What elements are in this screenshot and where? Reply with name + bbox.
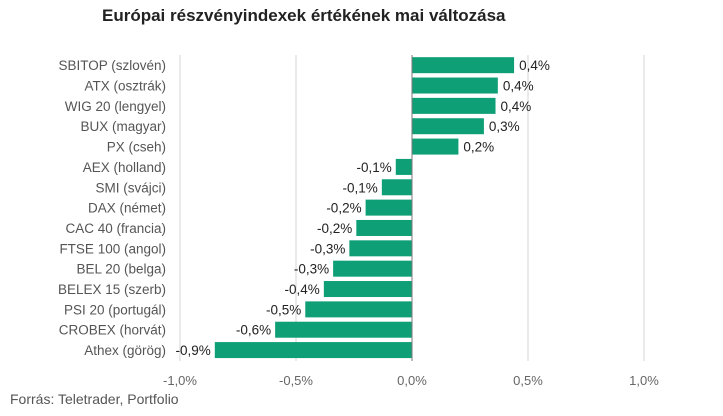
value-label: -0,9% xyxy=(176,343,211,358)
category-label: PSI 20 (portugál) xyxy=(64,302,166,317)
category-label: PX (cseh) xyxy=(107,140,166,155)
bar xyxy=(323,281,412,298)
x-tick-label: -0,5% xyxy=(279,373,313,388)
value-label: -0,3% xyxy=(310,241,345,256)
bar-chart: SBITOP (szlovén) 0,4% ATX (osztrák) 0,4% WIG… xyxy=(58,55,659,388)
source-note: Forrás: Teletrader, Portfolio xyxy=(10,391,179,407)
bar xyxy=(412,77,498,94)
value-label: -0,3% xyxy=(294,262,329,277)
bar xyxy=(305,301,412,318)
x-tick-label: -1,0% xyxy=(163,373,197,388)
value-label: -0,6% xyxy=(236,323,271,338)
category-label: BEL 20 (belga) xyxy=(76,262,166,277)
bar xyxy=(395,158,412,175)
x-tick-label: 0,5% xyxy=(513,373,543,388)
value-label: -0,1% xyxy=(356,160,391,175)
value-label: 0,3% xyxy=(489,119,520,134)
value-label: -0,2% xyxy=(326,201,361,216)
category-label: ATX (osztrák) xyxy=(84,79,166,94)
category-label: WIG 20 (lengyel) xyxy=(65,99,166,114)
category-label: BELEX 15 (szerb) xyxy=(58,282,166,297)
category-label: BUX (magyar) xyxy=(80,119,166,134)
value-label: 0,4% xyxy=(501,99,532,114)
category-label: CROBEX (horvát) xyxy=(59,323,166,338)
bar xyxy=(381,179,412,196)
category-label: AEX (holland) xyxy=(83,160,166,175)
value-label: -0,2% xyxy=(317,221,352,236)
chart-title: Európai részvényindexek értékének mai vá… xyxy=(102,6,506,25)
value-label: -0,1% xyxy=(343,180,378,195)
value-label: 0,4% xyxy=(503,79,534,94)
bar xyxy=(412,57,515,74)
bar xyxy=(365,199,412,216)
bar xyxy=(356,219,412,236)
bar xyxy=(275,321,412,338)
category-label: DAX (német) xyxy=(88,201,166,216)
bar xyxy=(412,97,496,114)
category-label: SMI (svájci) xyxy=(96,180,167,195)
category-label: Athex (görög) xyxy=(84,343,166,358)
bar xyxy=(412,138,459,155)
bar xyxy=(333,260,412,277)
category-label: SBITOP (szlovén) xyxy=(58,58,166,73)
category-label: FTSE 100 (angol) xyxy=(59,241,166,256)
value-label: -0,5% xyxy=(266,302,301,317)
bar xyxy=(349,240,412,257)
value-label: 0,2% xyxy=(463,140,494,155)
value-label: -0,4% xyxy=(285,282,320,297)
bar xyxy=(214,342,412,359)
bar xyxy=(412,118,484,135)
x-tick-label: 1,0% xyxy=(629,373,659,388)
x-tick-label: 0,0% xyxy=(397,373,427,388)
value-label: 0,4% xyxy=(519,58,550,73)
category-label: CAC 40 (francia) xyxy=(65,221,166,236)
